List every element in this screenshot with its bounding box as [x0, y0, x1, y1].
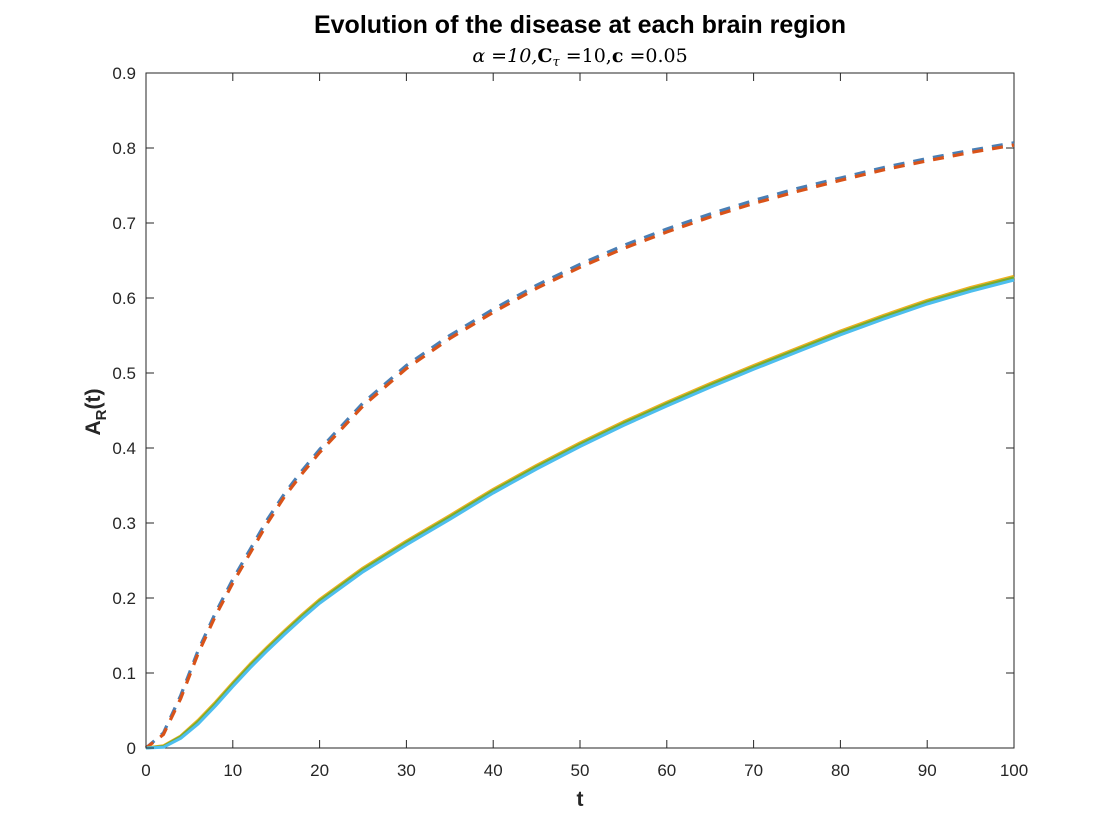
x-tick-label: 80 — [831, 761, 850, 780]
subtitle-c-value: =0.05 — [623, 45, 687, 67]
x-tick-label: 30 — [397, 761, 416, 780]
x-tick-label: 50 — [571, 761, 590, 780]
y-axis-label-sub: R — [93, 409, 110, 420]
y-tick-label: 0.6 — [112, 289, 136, 308]
y-tick-label: 0.3 — [112, 514, 136, 533]
x-tick-label: 20 — [310, 761, 329, 780]
y-tick-label: 0.2 — [112, 589, 136, 608]
chart-subtitle: α =10,Cτ =10,c =0.05 — [472, 45, 687, 70]
x-tick-label: 40 — [484, 761, 503, 780]
y-tick-label: 0.8 — [112, 139, 136, 158]
y-tick-label: 0.7 — [112, 214, 136, 233]
series-group — [144, 141, 1015, 750]
x-tick-label: 70 — [744, 761, 763, 780]
subtitle-c-param: c — [612, 45, 624, 67]
x-tick-label: 100 — [1000, 761, 1028, 780]
subtitle-tau: τ — [552, 55, 560, 70]
y-tick-label: 0.1 — [112, 664, 136, 683]
x-axis-label: t — [577, 788, 584, 811]
y-tick-label: 0.9 — [112, 64, 136, 83]
subtitle-c-letter: C — [537, 45, 552, 67]
x-tick-label: 60 — [657, 761, 676, 780]
x-tick-label: 10 — [223, 761, 242, 780]
series-line-dashed-upper-orange — [145, 143, 1015, 750]
x-tick-label: 90 — [918, 761, 937, 780]
y-tick-label: 0.5 — [112, 364, 136, 383]
y-axis-label-main: A — [82, 420, 105, 435]
x-tick-label: 0 — [141, 761, 150, 780]
series-line-solid-lower-cyan — [145, 278, 1015, 750]
chart-title: Evolution of the disease at each brain r… — [314, 11, 846, 39]
y-tick-label: 0.4 — [112, 439, 136, 458]
subtitle-c-tau-value: =10, — [560, 45, 612, 67]
y-axis-label: AR(t) — [82, 389, 110, 436]
axes-group: 0 10 20 30 40 50 60 70 80 90 100 0 0.1 0.2 0.3 0.4 0.5 0.… — [112, 64, 1028, 780]
subtitle-alpha: α =10, — [472, 45, 537, 67]
y-tick-label: 0 — [127, 739, 136, 758]
plot-area — [145, 72, 1015, 749]
y-axis-label-tail: (t) — [82, 389, 105, 410]
